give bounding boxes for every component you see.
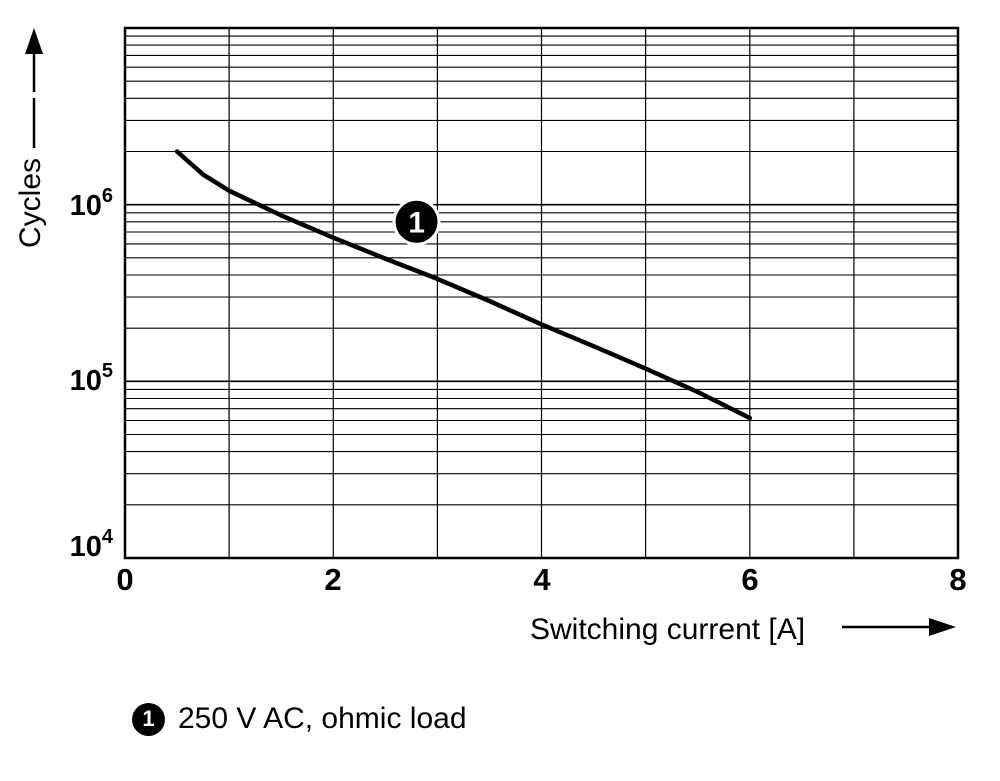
series-marker-badge (395, 200, 438, 243)
legend: 1 250 V AC, ohmic load (132, 702, 467, 736)
y-tick-1e6: 106 (70, 185, 113, 222)
series-curve (174, 149, 753, 421)
grid-layer (124, 28, 959, 559)
y-axis-arrow-icon (25, 28, 43, 148)
marker-layer: 1 (392, 197, 441, 246)
series-marker-number: 1 (408, 206, 425, 239)
legend-label: 250 V AC, ohmic load (178, 702, 467, 735)
x-axis-arrow-icon (842, 618, 956, 636)
series-layer (174, 149, 753, 421)
x-tick-8: 8 (949, 562, 966, 597)
x-tick-2: 2 (324, 562, 341, 597)
legend-marker-badge: 1 (132, 702, 165, 736)
x-axis-label: Switching current [A] (530, 613, 805, 646)
y-tick-1e4: 104 (70, 526, 114, 563)
x-tick-6: 6 (741, 562, 758, 597)
plot-border (123, 26, 960, 560)
y-tick-1e5: 105 (70, 360, 113, 397)
x-tick-0: 0 (116, 562, 133, 597)
x-tick-4: 4 (533, 562, 551, 597)
y-axis-label: Cycles (14, 158, 47, 248)
